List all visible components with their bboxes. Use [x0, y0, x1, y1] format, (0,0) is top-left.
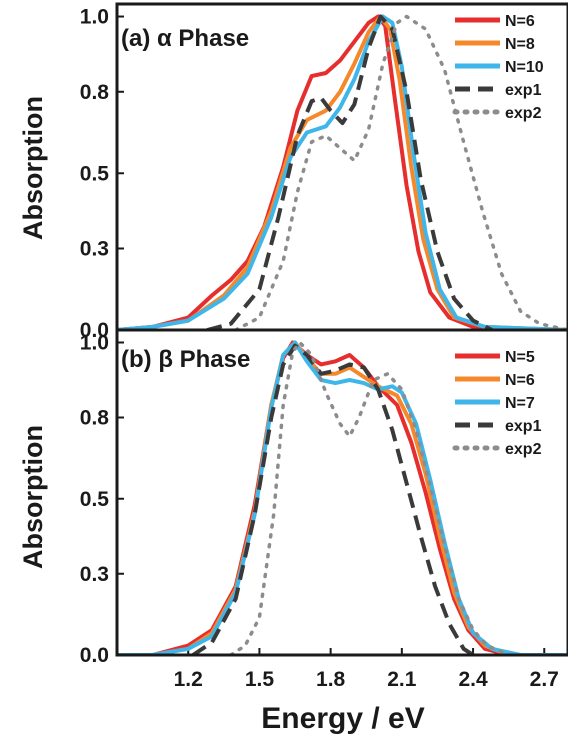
- panel-a-series: [117, 14, 568, 330]
- series-line-exp2: [229, 340, 568, 655]
- x-tick-label: 1.8: [316, 668, 346, 691]
- y-tick-label: 0.5: [80, 488, 110, 511]
- legend-label: N=8: [505, 36, 535, 53]
- y-tick-label: 0.0: [80, 644, 109, 667]
- x-tick-label: 2.4: [458, 668, 488, 691]
- legend-label: N=7: [505, 395, 535, 412]
- y-tick-label: 1.0: [80, 332, 109, 355]
- series-line-n-6: [117, 14, 568, 330]
- legend-label: exp1: [505, 82, 542, 99]
- panel-b: 0.0 0.3 0.5 0.8 1.0 1.2 1.5 1.8 2.1 2.4 2.7 (b) β …: [80, 328, 568, 692]
- series-line-n-7: [117, 340, 568, 655]
- x-tick-label: 2.1: [387, 668, 417, 691]
- panel-a: 0.0 0.3 0.5 0.8 1.0 (a) α Phase N=6 N=8 N=10 ex…: [80, 2, 568, 342]
- panel-a-label: (a) α Phase: [121, 25, 249, 52]
- y-tick-label: 0.3: [80, 563, 109, 586]
- legend-label: N=6: [505, 372, 535, 389]
- y-tick-label: 1.0: [80, 6, 109, 29]
- ylabel-bottom: Absorption: [18, 425, 48, 569]
- y-tick-label: 0.8: [80, 407, 110, 430]
- panel-b-series: [117, 340, 568, 655]
- series-line-n-10: [117, 14, 568, 330]
- series-line-n-8: [117, 14, 568, 330]
- panel-b-ticks: 0.0 0.3 0.5 0.8 1.0 1.2 1.5 1.8 2.1 2.4 2.7: [80, 332, 559, 692]
- legend-label: exp2: [505, 105, 542, 122]
- y-tick-label: 0.0: [80, 319, 109, 342]
- series-line-exp1: [191, 343, 475, 655]
- y-tick-label: 0.5: [80, 162, 110, 185]
- legend-label: N=10: [505, 59, 544, 76]
- x-axis-label: Energy / eV: [261, 702, 424, 735]
- series-line-exp1: [206, 14, 493, 330]
- x-tick-label: 1.5: [245, 668, 275, 691]
- panel-a-legend: N=6 N=8 N=10 exp1 exp2: [452, 13, 544, 122]
- legend-label: N=5: [505, 349, 535, 366]
- ylabel-top: Absorption: [18, 96, 48, 240]
- y-tick-label: 0.3: [80, 238, 109, 261]
- panel-a-y-ticks: 0.0 0.3 0.5 0.8 1.0: [80, 6, 124, 342]
- x-tick-label: 1.2: [174, 668, 203, 691]
- panel-b-frame: [115, 328, 568, 657]
- panel-b-label: (b) β Phase: [121, 346, 250, 373]
- x-tick-label: 2.7: [530, 668, 559, 691]
- series-line-exp2: [233, 14, 568, 330]
- series-line-n-6: [117, 340, 568, 655]
- panel-b-legend: N=5 N=6 N=7 exp1 exp2: [452, 349, 542, 458]
- legend-label: exp1: [505, 418, 542, 435]
- legend-label: N=6: [505, 13, 535, 30]
- panel-a-frame: [115, 2, 568, 332]
- series-line-n-5: [117, 340, 568, 655]
- legend-label: exp2: [505, 441, 542, 458]
- y-tick-label: 0.8: [80, 81, 110, 104]
